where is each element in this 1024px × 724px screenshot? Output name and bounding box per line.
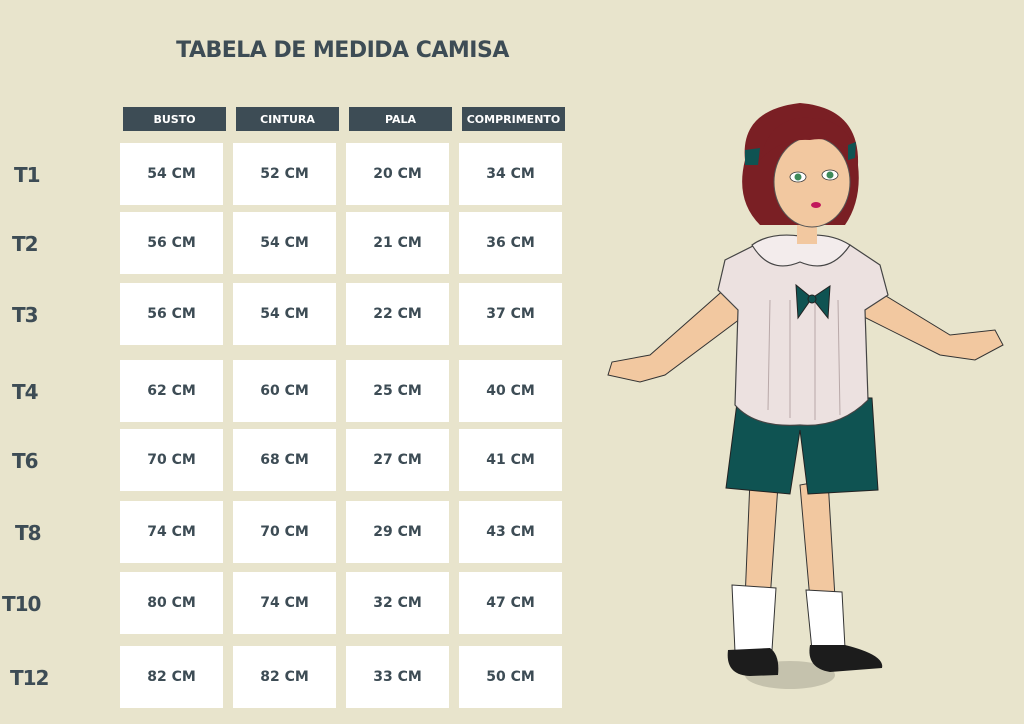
measurement-cell: 68 CM bbox=[233, 429, 336, 491]
measurement-cell: 70 CM bbox=[120, 429, 223, 491]
column-header-comprimento: COMPRIMENTO bbox=[462, 107, 565, 131]
column-header-cintura: CINTURA bbox=[236, 107, 339, 131]
measurement-cell: 21 CM bbox=[346, 212, 449, 274]
measurement-cell: 60 CM bbox=[233, 360, 336, 422]
measurement-cell: 33 CM bbox=[346, 646, 449, 708]
size-label-t2: T2 bbox=[12, 232, 39, 256]
measurement-cell: 50 CM bbox=[459, 646, 562, 708]
measurement-cell: 22 CM bbox=[346, 283, 449, 345]
measurement-cell: 62 CM bbox=[120, 360, 223, 422]
measurement-cell: 54 CM bbox=[120, 143, 223, 205]
size-label-t4: T4 bbox=[12, 380, 39, 404]
measurement-cell: 82 CM bbox=[233, 646, 336, 708]
measurement-cell: 74 CM bbox=[120, 501, 223, 563]
size-label-t10: T10 bbox=[2, 592, 41, 616]
measurement-cell: 37 CM bbox=[459, 283, 562, 345]
measurement-cell: 41 CM bbox=[459, 429, 562, 491]
measurement-cell: 54 CM bbox=[233, 283, 336, 345]
measurement-cell: 56 CM bbox=[120, 212, 223, 274]
measurement-cell: 32 CM bbox=[346, 572, 449, 634]
column-header-pala: PALA bbox=[349, 107, 452, 131]
measurement-cell: 25 CM bbox=[346, 360, 449, 422]
measurement-cell: 29 CM bbox=[346, 501, 449, 563]
size-label-t6: T6 bbox=[12, 449, 39, 473]
measurement-cell: 82 CM bbox=[120, 646, 223, 708]
measurement-cell: 70 CM bbox=[233, 501, 336, 563]
measurement-cell: 80 CM bbox=[120, 572, 223, 634]
measurement-cell: 54 CM bbox=[233, 212, 336, 274]
size-label-t8: T8 bbox=[15, 521, 42, 545]
measurement-cell: 20 CM bbox=[346, 143, 449, 205]
page-title: TABELA DE MEDIDA CAMISA bbox=[176, 38, 509, 63]
measurement-cell: 36 CM bbox=[459, 212, 562, 274]
measurement-cell: 56 CM bbox=[120, 283, 223, 345]
measurement-cell: 40 CM bbox=[459, 360, 562, 422]
measurement-cell: 27 CM bbox=[346, 429, 449, 491]
column-header-busto: BUSTO bbox=[123, 107, 226, 131]
girl-illustration bbox=[607, 103, 1004, 689]
measurement-cell: 47 CM bbox=[459, 572, 562, 634]
size-label-t3: T3 bbox=[12, 303, 39, 327]
measurement-cell: 34 CM bbox=[459, 143, 562, 205]
measurement-cell: 43 CM bbox=[459, 501, 562, 563]
measurement-cell: 74 CM bbox=[233, 572, 336, 634]
size-label-t12: T12 bbox=[10, 666, 49, 690]
measurement-cell: 52 CM bbox=[233, 143, 336, 205]
size-label-t1: T1 bbox=[14, 163, 41, 187]
